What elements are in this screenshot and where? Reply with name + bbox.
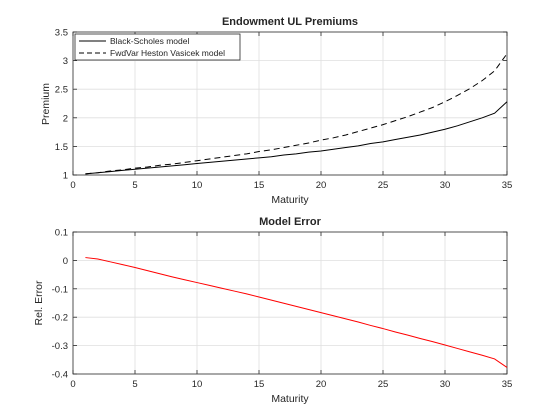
error-x-tick-label: 20	[316, 379, 327, 390]
premiums-legend: Black-Scholes model FwdVar Heston Vasice…	[74, 33, 241, 61]
error-series	[85, 257, 508, 368]
premiums-y-tick-label: 2.5	[55, 85, 68, 96]
error-ticks: 0 5 10 15 20 25 30 35 -0.4 -0.3 -0.2 -0.1 0 0.1	[52, 228, 513, 391]
legend-box	[74, 33, 241, 61]
premiums-x-tick-label: 10	[192, 180, 203, 191]
premiums-ticks: 0 5 10 15 20 25 30 35 1 1.5 2 2.5 3 3.5	[55, 28, 513, 192]
error-x-tick-label: 25	[378, 379, 389, 390]
premiums-series-line-0	[85, 101, 508, 175]
error-y-tick-label: 0.1	[55, 228, 68, 239]
premiums-x-tick-label: 30	[440, 180, 451, 191]
error-plot-area	[72, 231, 508, 375]
premiums-x-axis-label: Maturity	[271, 194, 309, 206]
premiums-y-tick-label: 2	[63, 113, 68, 124]
error-y-axis-label: Rel. Error	[33, 280, 45, 325]
error-y-tick-label: -0.1	[52, 284, 68, 295]
premiums-y-axis-label: Premium	[40, 83, 52, 125]
error-y-tick-label: -0.2	[52, 313, 68, 324]
premiums-y-tick-label: 1.5	[55, 142, 68, 153]
premiums-series	[85, 53, 508, 175]
error-grid	[73, 232, 507, 374]
premiums-x-tick-label: 15	[254, 180, 265, 191]
legend-label-fwdvar-heston: FwdVar Heston Vasicek model	[110, 48, 225, 58]
error-x-tick-label: 10	[192, 379, 203, 390]
error-x-tick-label: 15	[254, 379, 265, 390]
premiums-x-tick-label: 0	[70, 180, 75, 191]
premiums-chart-title: Endowment UL Premiums	[222, 16, 358, 28]
error-x-tick-label: 30	[440, 379, 451, 390]
error-chart-title: Model Error	[259, 216, 321, 228]
premiums-y-tick-label: 3	[63, 56, 68, 67]
error-y-tick-label: -0.3	[52, 341, 68, 352]
premiums-x-tick-label: 25	[378, 180, 389, 191]
error-x-tick-label: 5	[132, 379, 137, 390]
model-error-chart: Model Error Maturity Rel. Error 0 5 10 15 20…	[33, 216, 512, 405]
premiums-x-tick-label: 5	[132, 180, 137, 191]
legend-label-black-scholes: Black-Scholes model	[110, 36, 189, 46]
error-y-tick-label: -0.4	[52, 370, 68, 381]
error-x-tick-label: 0	[70, 379, 75, 390]
error-series-line-0	[85, 257, 508, 368]
error-y-tick-label: 0	[63, 256, 68, 267]
premiums-chart: Endowment UL Premiums Maturity Premium 0…	[40, 16, 512, 206]
premiums-x-tick-label: 20	[316, 180, 327, 191]
premiums-y-tick-label: 1	[63, 171, 68, 182]
premiums-y-tick-label: 3.5	[55, 28, 68, 39]
premiums-series-line-1	[85, 53, 508, 175]
premiums-x-tick-label: 35	[502, 180, 513, 191]
error-x-axis-label: Maturity	[271, 393, 309, 405]
error-x-tick-label: 35	[502, 379, 513, 390]
